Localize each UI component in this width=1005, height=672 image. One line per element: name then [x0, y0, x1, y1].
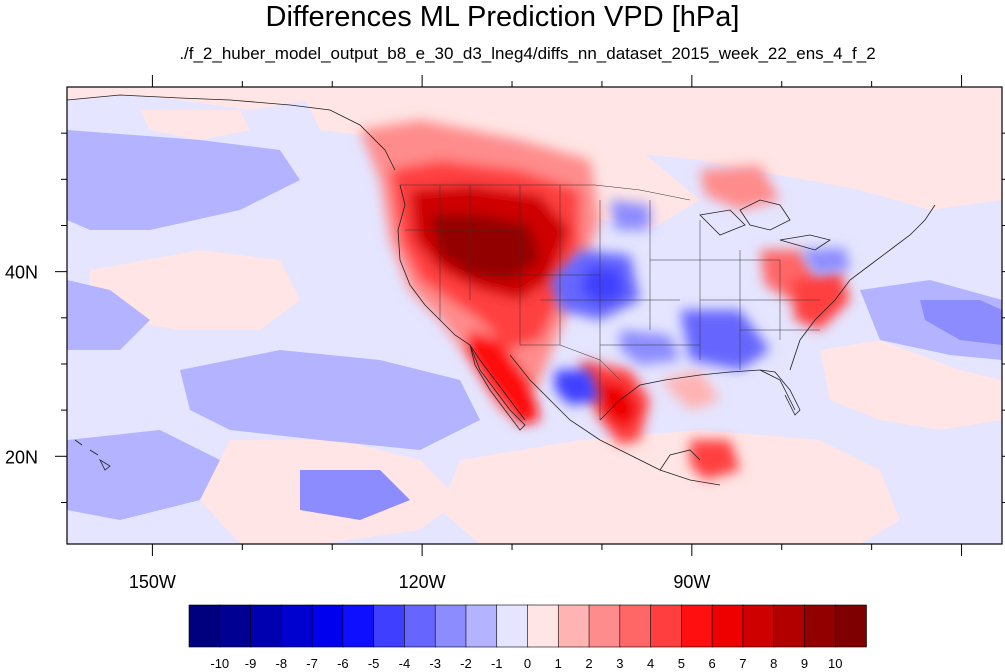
colorbar-swatch — [834, 604, 867, 648]
colorbar-label: 3 — [616, 656, 623, 671]
colorbar-label: 6 — [709, 656, 716, 671]
lon-tick-label: 120W — [399, 572, 446, 592]
colorbar-swatch — [311, 604, 344, 648]
colorbar-swatch — [711, 604, 744, 648]
colorbar-swatch — [650, 604, 683, 648]
lat-tick-label: 20N — [5, 447, 38, 467]
colorbar-label: 4 — [647, 656, 654, 671]
colorbar-swatch — [619, 604, 652, 648]
latitude-labels: 40N 20N — [5, 263, 38, 468]
colorbar — [188, 604, 867, 648]
state-borders — [400, 184, 820, 420]
colorbar-swatch — [219, 604, 252, 648]
colorbar-swatch — [404, 604, 436, 648]
colorbar-label: 1 — [555, 656, 562, 671]
colorbar-swatch — [250, 604, 283, 648]
colorbar-label: -7 — [306, 656, 318, 671]
colorbar-swatch — [281, 604, 313, 648]
colorbar-label: 7 — [739, 656, 746, 671]
colorbar-swatch — [557, 604, 590, 648]
difference-field — [67, 87, 1002, 544]
colorbar-swatch — [773, 604, 806, 648]
colorbar-label: -8 — [276, 656, 288, 671]
colorbar-label: -6 — [337, 656, 349, 671]
colorbar-swatch — [434, 604, 467, 648]
colorbar-swatch — [804, 604, 837, 648]
colorbar-swatch — [496, 604, 529, 648]
colorbar-label: 5 — [678, 656, 685, 671]
map-subtitle: ./f_2_huber_model_output_b8_e_30_d3_lneg… — [179, 44, 876, 63]
map-title: Differences ML Prediction VPD [hPa] — [265, 1, 740, 33]
colorbar-label: -4 — [399, 656, 411, 671]
colorbar-swatch — [527, 604, 560, 648]
colorbar-label: -5 — [368, 656, 380, 671]
colorbar-label: -2 — [460, 656, 472, 671]
colorbar-labels: -10 -9 -8 -7 -6 -5 -4 -3 -2 -1 0 1 2 3 4 5 6 7 8 9 10 — [210, 656, 842, 671]
colorbar-label: -10 — [210, 656, 229, 671]
colorbar-swatch — [342, 604, 375, 648]
colorbar-swatch — [188, 604, 221, 648]
colorbar-label: -9 — [245, 656, 257, 671]
colorbar-swatch — [588, 604, 621, 648]
colorbar-label: -1 — [491, 656, 503, 671]
axis-ticks — [55, 75, 1005, 556]
longitude-labels: 150W 120W 90W — [129, 572, 710, 592]
lon-tick-label: 90W — [673, 572, 710, 592]
colorbar-swatch — [681, 604, 713, 648]
plot-frame — [66, 86, 1003, 545]
colorbar-label: 2 — [585, 656, 592, 671]
colorbar-label: 9 — [801, 656, 808, 671]
colorbar-swatch — [373, 604, 406, 648]
colorbar-swatch — [742, 604, 775, 648]
colorbar-label: -3 — [429, 656, 441, 671]
colorbar-label: 0 — [524, 656, 531, 671]
colorbar-label: 10 — [828, 656, 842, 671]
colorbar-label: 8 — [770, 656, 777, 671]
lon-tick-label: 150W — [129, 572, 176, 592]
colorbar-swatch — [465, 604, 498, 648]
lat-tick-label: 40N — [5, 263, 38, 283]
